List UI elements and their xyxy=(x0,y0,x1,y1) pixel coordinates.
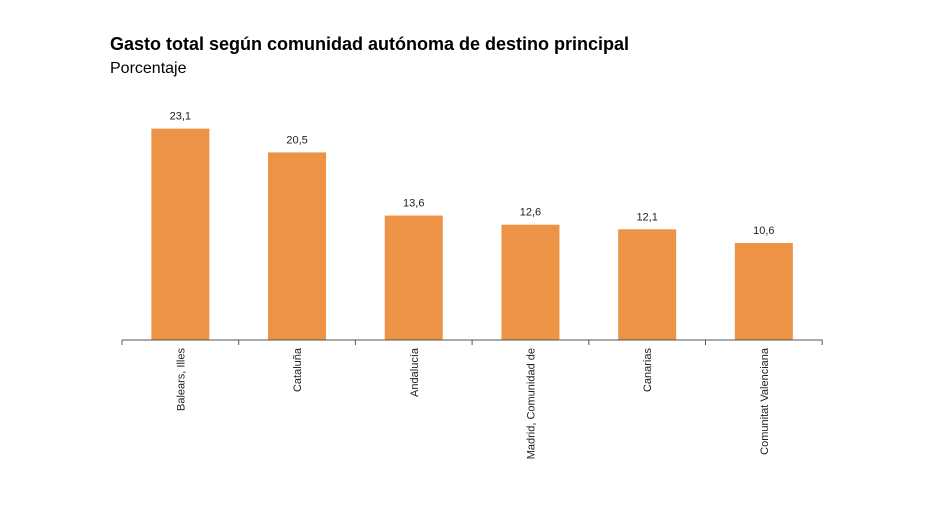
category-label: Andalucía xyxy=(409,347,421,397)
category-label: Madrid, Comunidad de xyxy=(525,348,537,459)
data-label: 12,6 xyxy=(520,207,541,219)
bar xyxy=(384,215,443,340)
bars-group xyxy=(151,128,793,340)
bar xyxy=(268,152,327,340)
data-labels-group: 23,1 20,5 13,6 12,6 12,1 10,6 xyxy=(170,111,775,237)
bar xyxy=(501,224,560,340)
category-label: Cataluña xyxy=(292,347,304,392)
data-label: 20,5 xyxy=(286,134,307,146)
category-label: Canarias xyxy=(642,348,654,393)
category-label: Balears, Illes xyxy=(175,348,187,411)
data-label: 12,1 xyxy=(636,211,657,223)
bar xyxy=(734,243,793,340)
data-label: 10,6 xyxy=(753,225,774,237)
chart-subtitle: Porcentaje xyxy=(110,60,187,77)
chart-title: Gasto total según comunidad autónoma de … xyxy=(110,34,630,54)
bar xyxy=(618,229,677,340)
data-label: 23,1 xyxy=(170,111,191,123)
x-axis xyxy=(121,339,823,345)
category-label: Comunitat Valenciana xyxy=(759,347,771,455)
bar xyxy=(151,128,210,340)
category-labels-group: Balears, Illes Cataluña Andalucía Madrid, C… xyxy=(175,347,771,459)
data-label: 13,6 xyxy=(403,198,424,210)
